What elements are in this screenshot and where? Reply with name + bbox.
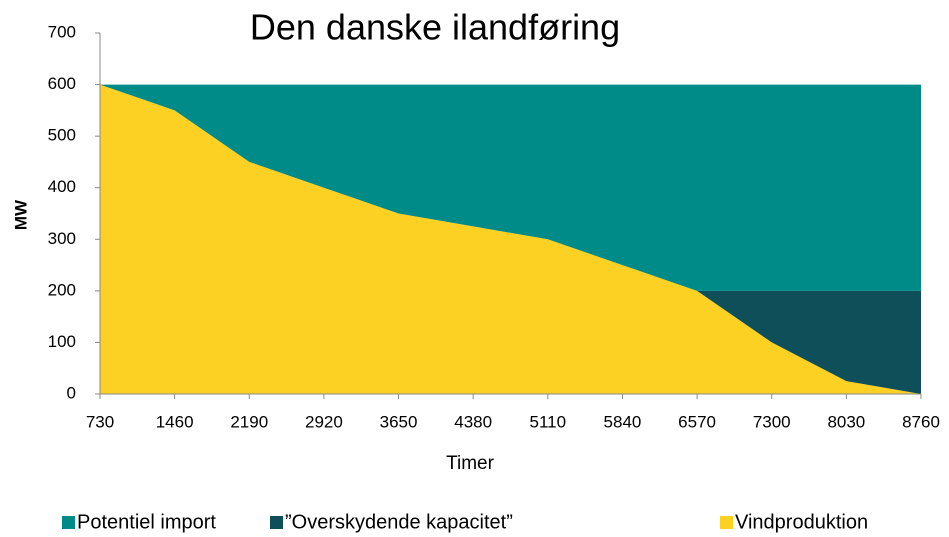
- x-tick-label: 4380: [454, 412, 492, 431]
- x-tick-label: 5110: [530, 412, 567, 431]
- legend-swatch: [720, 516, 733, 529]
- area: [100, 84, 921, 395]
- x-tick-label: 7300: [753, 412, 791, 431]
- y-tick-label: 400: [48, 177, 76, 196]
- x-tick-label: 8760: [902, 412, 940, 431]
- legend-label: ”Overskydende kapacitet”: [285, 511, 513, 533]
- y-tick-label: 200: [48, 280, 76, 299]
- y-tick-label: 300: [48, 229, 76, 248]
- legend-label: Potentiel import: [77, 511, 216, 533]
- x-tick-label: 5840: [604, 412, 642, 431]
- x-tick-label: 6570: [678, 412, 716, 431]
- x-axis-label: Timer: [446, 453, 495, 474]
- y-tick-label: 700: [48, 22, 76, 41]
- area: [100, 84, 921, 291]
- y-tick-label: 500: [48, 126, 76, 145]
- area: [100, 84, 921, 395]
- y-tick-label: 100: [48, 332, 76, 351]
- y-tick-label: 0: [67, 383, 76, 402]
- x-tick-label: 2190: [230, 412, 268, 431]
- x-tick-label: 2920: [305, 412, 343, 431]
- x-tick-label: 1460: [156, 412, 194, 431]
- x-tick-label: 8030: [827, 412, 865, 431]
- y-axis-label: MW: [11, 199, 30, 230]
- legend-label: Vindproduktion: [735, 511, 868, 533]
- legend-swatch: [62, 516, 75, 529]
- x-tick-label: 3650: [380, 412, 418, 431]
- legend-swatch: [270, 516, 283, 529]
- x-tick-label: 730: [86, 412, 114, 431]
- y-tick-label: 600: [48, 74, 76, 93]
- chart-title: Den danske ilandføring: [250, 7, 620, 48]
